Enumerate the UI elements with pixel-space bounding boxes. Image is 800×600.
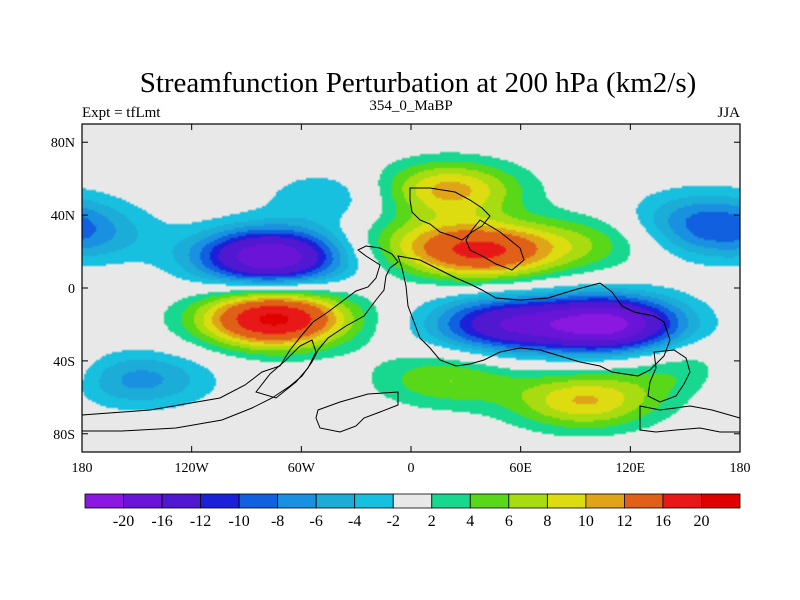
colorbar-label: -12 — [190, 513, 211, 530]
colorbar-swatch — [431, 493, 471, 509]
south-america-inner-outline — [255, 339, 317, 399]
x-tick-label: 180 — [730, 461, 751, 476]
colorbar-label: 4 — [466, 513, 474, 530]
colorbar-label: -20 — [113, 513, 134, 530]
colorbar-swatch — [200, 493, 240, 509]
y-tick-label: 40S — [53, 355, 75, 370]
colorbar-swatch — [508, 493, 548, 509]
y-tick-label: 80S — [53, 428, 75, 443]
colorbar-label: -4 — [348, 513, 361, 530]
colorbar-label: 2 — [428, 513, 436, 530]
east-antarctic-outline — [639, 405, 741, 433]
colorbar-swatch — [701, 493, 741, 509]
colorbar-label: -2 — [387, 513, 400, 530]
colorbar-label: 16 — [655, 513, 671, 530]
colorbar-swatch — [123, 493, 163, 509]
australia-outline — [647, 349, 691, 403]
x-axis: 180 120W 60W 0 60E 120E 180 — [72, 124, 751, 476]
colorbar-swatch — [392, 493, 433, 509]
colorbar-swatch — [161, 493, 201, 509]
colorbar-label: -10 — [228, 513, 249, 530]
colorbar-swatch — [546, 493, 587, 509]
colorbar-swatch — [585, 493, 625, 509]
colorbar-label: -8 — [271, 513, 284, 530]
y-tick-label: 0 — [68, 282, 75, 297]
center-label: 354_0_MaBP — [369, 98, 452, 114]
y-axis: 80N 40N 0 40S 80S — [51, 136, 740, 443]
x-tick-label: 180 — [72, 461, 93, 476]
colorbar: -20 -16 -12 -10 -8 -6 -4 -2 2 4 6 8 10 12 16 20 — [84, 493, 741, 530]
colorbar-swatch — [469, 493, 510, 509]
colorbar-label: 8 — [543, 513, 551, 530]
colorbar-label: 6 — [505, 513, 513, 530]
x-tick-label: 0 — [408, 461, 415, 476]
americas-outline — [81, 245, 399, 432]
y-tick-label: 80N — [51, 136, 75, 151]
europe-outline — [409, 187, 491, 241]
x-tick-label: 120E — [616, 461, 646, 476]
left-label: Expt = tfLmt — [82, 105, 161, 121]
colorbar-swatch — [238, 493, 279, 509]
x-tick-label: 60E — [509, 461, 532, 476]
asia-outline — [465, 219, 525, 271]
right-label: JJA — [717, 105, 740, 121]
colorbar-swatch — [84, 493, 124, 509]
continent-outlines — [81, 187, 741, 433]
x-tick-label: 120W — [175, 461, 210, 476]
y-tick-label: 40N — [51, 209, 75, 224]
colorbar-label: 10 — [578, 513, 594, 530]
chart-title: Streamfunction Perturbation at 200 hPa (… — [140, 67, 697, 99]
colorbar-swatch — [277, 493, 317, 509]
colorbar-label: -16 — [151, 513, 172, 530]
colorbar-swatch — [315, 493, 356, 509]
colorbar-label: -6 — [310, 513, 323, 530]
x-tick-label: 60W — [288, 461, 316, 476]
map-panel: 180 120W 60W 0 60E 120E 180 80N 40N 0 40S 80S — [51, 123, 751, 476]
colorbar-swatch — [354, 493, 394, 509]
colorbar-label: 20 — [693, 513, 709, 530]
colorbar-label: 12 — [616, 513, 632, 530]
colorbar-swatch — [624, 493, 664, 509]
contour-field — [82, 124, 740, 452]
antarctic-coast-outline — [315, 391, 399, 433]
colorbar-swatch — [662, 493, 702, 509]
africa-outline — [397, 255, 671, 377]
